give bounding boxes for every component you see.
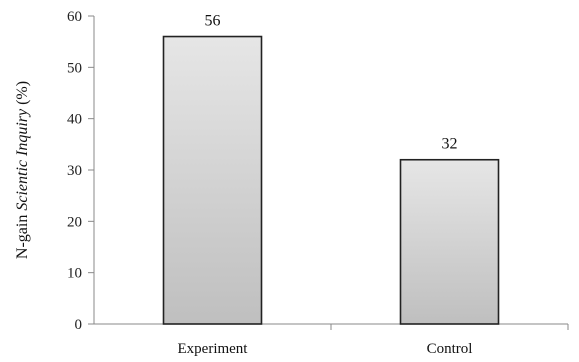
y-tick-label: 10 bbox=[67, 266, 82, 282]
y-tick-label: 0 bbox=[75, 317, 83, 333]
value-label-control: 32 bbox=[442, 136, 458, 153]
category-label-control: Control bbox=[427, 341, 473, 357]
bar-experiment bbox=[162, 35, 263, 325]
bar-control bbox=[399, 158, 500, 325]
y-tick-label: 50 bbox=[67, 60, 82, 76]
x-axis bbox=[94, 323, 569, 330]
y-tick-label: 30 bbox=[67, 163, 82, 179]
y-tick-labels: 0 10 20 30 40 50 60 bbox=[67, 9, 82, 333]
y-tick-label: 60 bbox=[67, 9, 82, 25]
y-tick-label: 20 bbox=[67, 214, 82, 230]
value-label-experiment: 56 bbox=[205, 13, 221, 30]
bars bbox=[162, 35, 500, 325]
category-labels: Experiment Control bbox=[178, 341, 473, 357]
y-tick-label: 40 bbox=[67, 112, 82, 128]
y-axis-label-italic: Scientic Inquiry bbox=[14, 108, 31, 211]
value-labels: 56 32 bbox=[205, 13, 458, 153]
y-axis bbox=[88, 15, 95, 325]
y-axis-label: N-gain Scientic Inquiry (%) bbox=[14, 81, 31, 259]
y-axis-label-suffix: (%) bbox=[14, 81, 31, 109]
y-axis-label-prefix: N-gain bbox=[14, 211, 31, 259]
category-label-experiment: Experiment bbox=[178, 341, 249, 357]
